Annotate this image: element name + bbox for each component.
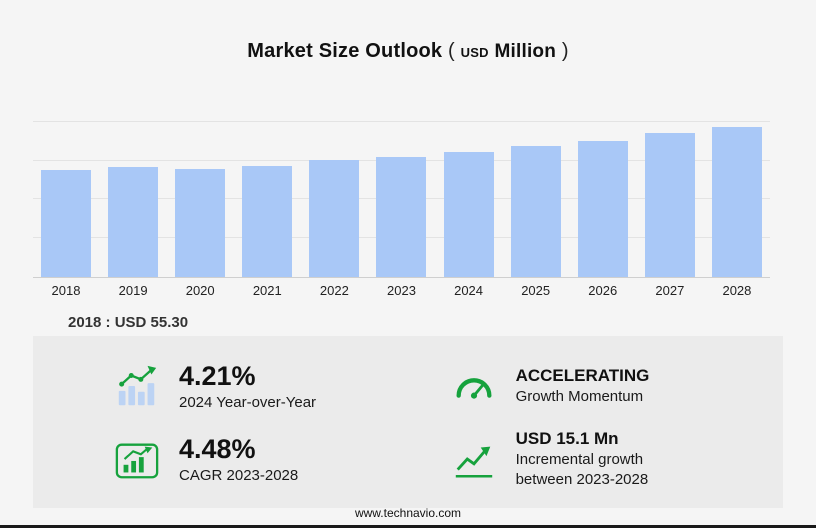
incremental-label-2: between 2023-2028	[515, 471, 649, 489]
x-tick-label: 2022	[319, 283, 349, 298]
bar-2025	[510, 145, 561, 277]
x-tick-label: 2028	[722, 283, 752, 298]
footer-url: www.technavio.com	[354, 506, 462, 520]
x-tick-label: 2020	[185, 283, 215, 298]
bar-2022	[309, 159, 360, 277]
incremental-label: Incremental growth	[515, 450, 644, 468]
base-year-annotation: 2018 : USD 55.30	[68, 314, 189, 331]
bar-2023	[376, 156, 427, 277]
stat-momentum: ACCELERATING Growth Momentum	[450, 350, 773, 423]
x-tick-label: 2026	[588, 283, 618, 298]
speedometer-icon	[450, 363, 498, 411]
stat-yoy: 4.21% 2024 Year-over-Year	[113, 350, 450, 423]
x-tick-label: 2018	[51, 283, 81, 298]
gridline	[33, 120, 770, 122]
bar-2021	[242, 165, 293, 277]
yoy-value: 4.21%	[179, 360, 256, 391]
bars	[33, 112, 770, 277]
title-unit: Million	[494, 41, 557, 62]
page-title: Market Size Outlook ( USD Million )	[0, 40, 816, 63]
cagr-chart-icon	[113, 436, 161, 484]
stat-incremental: USD 15.1 Mn Incremental growth between 2…	[450, 423, 773, 496]
title-main: Market Size Outlook	[247, 40, 443, 62]
bar-2019	[108, 166, 159, 277]
cagr-value: 4.48%	[179, 433, 256, 464]
bar-2018	[41, 169, 91, 277]
market-size-chart	[33, 112, 770, 278]
momentum-label: Growth Momentum	[515, 387, 644, 405]
x-tick-label: 2027	[655, 283, 685, 298]
bar-2024	[443, 151, 494, 277]
x-tick-label: 2021	[252, 283, 282, 298]
bar-2026	[577, 140, 628, 277]
stat-cagr: 4.48% CAGR 2023-2028	[113, 423, 450, 496]
title-currency: USD	[460, 45, 489, 60]
title-paren-open: (	[448, 40, 455, 62]
bar-2028	[711, 127, 762, 277]
stats-panel: 4.21% 2024 Year-over-Year ACCELERATING G…	[33, 336, 783, 508]
x-tick-label: 2023	[387, 283, 416, 298]
yoy-label: 2024 Year-over-Year	[179, 393, 317, 411]
x-axis-labels: 2018 2019 2020 2021 2022 2023 2024 2025 2026 2027…	[33, 283, 770, 298]
x-tick-label: 2024	[454, 283, 484, 298]
x-tick-label: 2019	[118, 283, 148, 298]
bar-2027	[644, 133, 695, 277]
x-tick-label: 2025	[521, 283, 551, 298]
incremental-value: USD 15.1 Mn	[515, 428, 619, 448]
momentum-value: ACCELERATING	[515, 366, 650, 386]
bottom-divider	[0, 525, 816, 528]
incremental-growth-icon	[450, 436, 498, 484]
cagr-label: CAGR 2023-2028	[179, 466, 299, 484]
title-paren-close: )	[561, 40, 569, 62]
bar-2020	[175, 168, 226, 277]
bar-growth-icon	[113, 363, 161, 411]
